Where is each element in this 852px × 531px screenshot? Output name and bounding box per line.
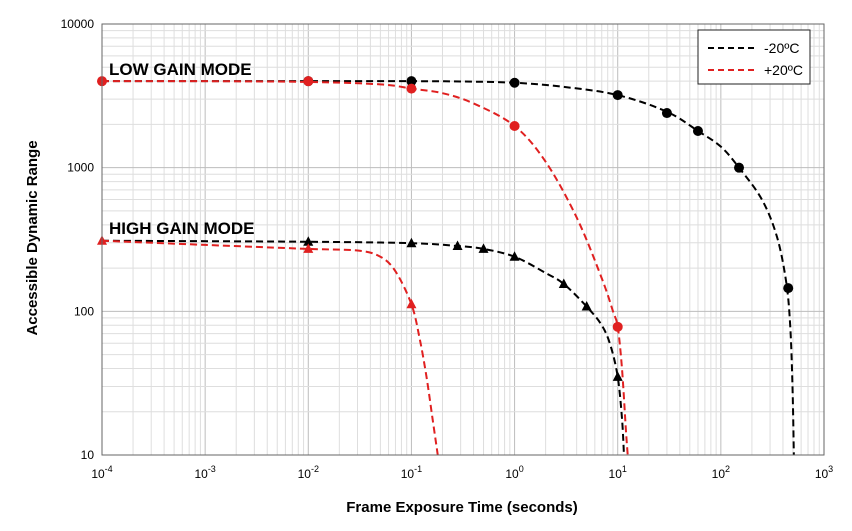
data-point-circle bbox=[783, 283, 794, 294]
data-point-triangle bbox=[406, 298, 417, 309]
legend-label-cold: -20ºC bbox=[764, 40, 799, 56]
data-point-circle bbox=[692, 125, 703, 136]
y-tick-label: 1000 bbox=[67, 161, 94, 175]
y-tick-label: 100 bbox=[74, 304, 94, 318]
data-point-circle bbox=[612, 321, 623, 332]
series-2 bbox=[101, 236, 625, 456]
x-tick-label: 100 bbox=[505, 464, 523, 481]
data-point-triangle bbox=[612, 371, 623, 381]
data-point-circle bbox=[509, 120, 520, 131]
data-point-circle bbox=[406, 76, 417, 87]
data-point-triangle bbox=[509, 251, 520, 261]
low-gain-mode-annotation: LOW GAIN MODE bbox=[109, 60, 252, 79]
series-line bbox=[101, 239, 625, 456]
data-point-triangle bbox=[478, 243, 489, 253]
x-tick-label: 10-2 bbox=[298, 464, 319, 481]
y-tick-label: 10000 bbox=[61, 17, 95, 31]
plot-frame bbox=[101, 23, 825, 456]
data-point-triangle bbox=[406, 237, 417, 248]
tick-labels: 10-4 10-3 10-2 10-1 100 101 102 103 10 100 1000 100… bbox=[61, 17, 834, 481]
x-tick-label: 10-3 bbox=[194, 464, 215, 481]
data-point-triangle bbox=[303, 243, 314, 253]
y-tick-label: 10 bbox=[81, 448, 95, 462]
data-point-triangle bbox=[581, 301, 592, 311]
data-point-circle bbox=[509, 77, 520, 88]
series-1 bbox=[97, 76, 629, 456]
x-tick-label: 103 bbox=[815, 464, 833, 481]
x-tick-label: 101 bbox=[609, 464, 627, 481]
data-point-circle bbox=[406, 83, 417, 94]
x-tick-label: 102 bbox=[712, 464, 730, 481]
data-point-triangle bbox=[452, 240, 463, 250]
data-point-triangle bbox=[558, 278, 569, 288]
grid bbox=[101, 24, 824, 456]
x-tick-label: 10-1 bbox=[401, 464, 422, 481]
data-point-circle bbox=[612, 90, 623, 101]
series-line bbox=[101, 80, 629, 456]
legend: -20ºC +20ºC bbox=[697, 29, 811, 85]
y-axis-title: Accessible Dynamic Range bbox=[24, 140, 41, 335]
legend-box bbox=[697, 29, 811, 85]
data-point-circle bbox=[661, 108, 672, 119]
series-group bbox=[97, 76, 795, 456]
data-point-circle bbox=[303, 76, 314, 87]
data-point-circle bbox=[734, 162, 745, 173]
x-tick-label: 10-4 bbox=[91, 464, 112, 481]
x-axis-title: Frame Exposure Time (seconds) bbox=[346, 499, 577, 516]
legend-label-warm: +20ºC bbox=[764, 62, 803, 78]
data-point-triangle bbox=[303, 236, 314, 246]
series-line bbox=[101, 239, 439, 456]
high-gain-mode-annotation: HIGH GAIN MODE bbox=[109, 219, 254, 238]
